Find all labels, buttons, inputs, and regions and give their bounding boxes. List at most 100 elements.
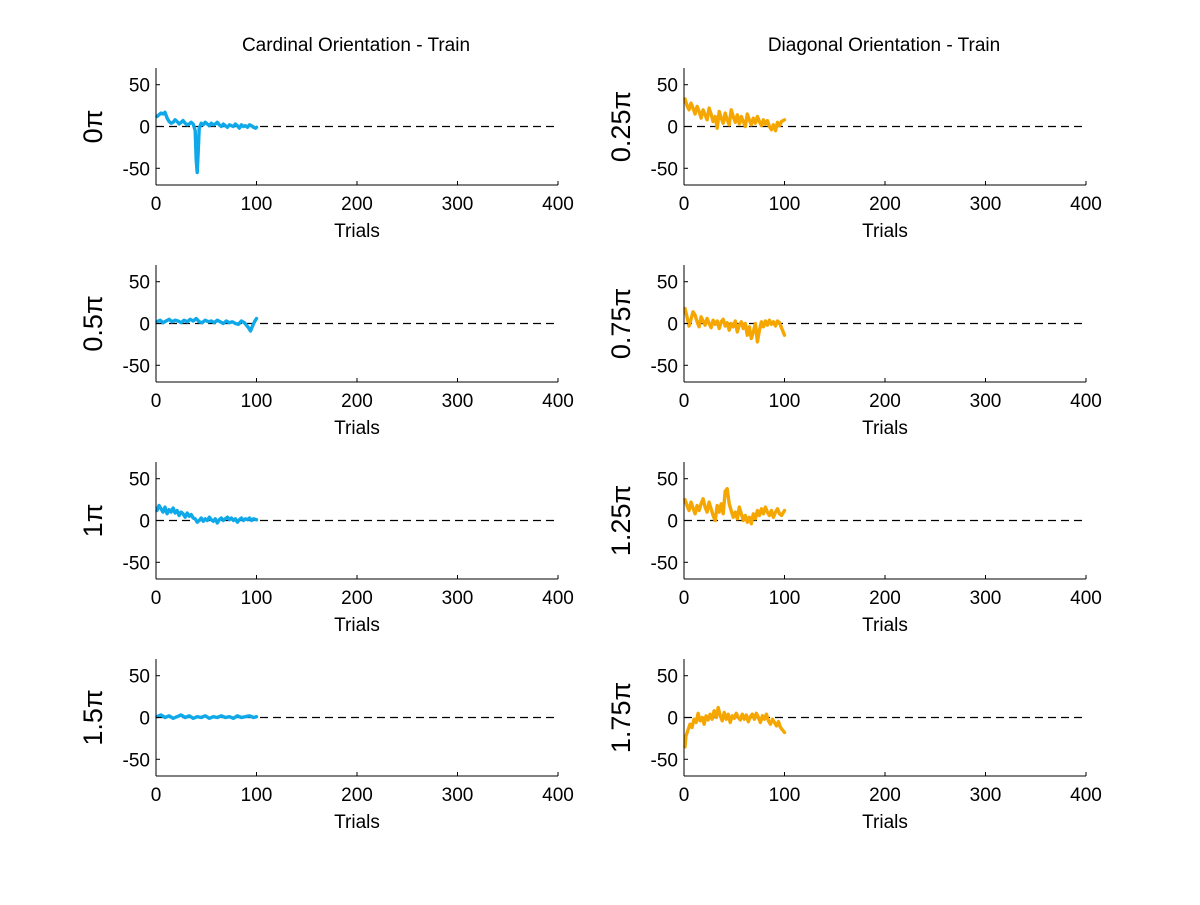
- x-tick-label: 100: [241, 391, 273, 412]
- series-line: [683, 97, 787, 133]
- y-tick-label: -50: [123, 553, 150, 574]
- y-tick-label: 50: [129, 470, 150, 491]
- x-tick-label: 0: [151, 785, 162, 806]
- y-axis-label: 0.25π: [606, 91, 636, 162]
- series-line: [155, 316, 259, 333]
- series-line: [155, 503, 259, 525]
- y-axis-label: 1.25π: [606, 485, 636, 556]
- x-tick-label: 200: [869, 588, 901, 609]
- x-tick-label: 0: [151, 588, 162, 609]
- x-tick-label: 100: [241, 194, 273, 215]
- x-tick-label: 400: [542, 588, 574, 609]
- x-axis-label: Trials: [334, 221, 380, 242]
- x-tick-label: 300: [442, 391, 474, 412]
- y-tick-label: 0: [667, 118, 678, 139]
- x-tick-label: 0: [679, 588, 690, 609]
- y-tick-label: 50: [129, 273, 150, 294]
- x-tick-label: 100: [241, 588, 273, 609]
- x-axis-label: Trials: [862, 418, 908, 439]
- x-tick-label: 0: [151, 391, 162, 412]
- x-tick-label: 400: [1070, 588, 1102, 609]
- x-tick-label: 300: [970, 785, 1002, 806]
- y-tick-label: 0: [139, 118, 150, 139]
- x-tick-label: 400: [1070, 194, 1102, 215]
- series-line: [683, 306, 787, 344]
- y-tick-label: 0: [667, 315, 678, 336]
- y-tick-label: -50: [651, 553, 678, 574]
- y-axis-label: 0.5π: [78, 295, 108, 351]
- column-title-diagonal: Diagonal Orientation - Train: [768, 35, 1000, 56]
- x-tick-label: 400: [542, 194, 574, 215]
- y-tick-label: -50: [651, 159, 678, 180]
- x-tick-label: 400: [542, 391, 574, 412]
- y-axis-label: 1.75π: [606, 682, 636, 753]
- y-axis-label: 0π: [78, 110, 108, 144]
- x-tick-label: 200: [869, 391, 901, 412]
- x-tick-label: 300: [970, 194, 1002, 215]
- series-line: [155, 110, 259, 175]
- x-tick-label: 200: [341, 588, 373, 609]
- x-axis-label: Trials: [334, 812, 380, 833]
- x-tick-label: 200: [341, 194, 373, 215]
- y-tick-label: -50: [651, 750, 678, 771]
- x-tick-label: 100: [241, 785, 273, 806]
- series-line: [683, 487, 787, 526]
- x-tick-label: 0: [679, 194, 690, 215]
- y-axis-label: 1.5π: [78, 689, 108, 745]
- x-tick-label: 300: [970, 588, 1002, 609]
- series-line: [155, 713, 259, 720]
- x-tick-label: 100: [769, 391, 801, 412]
- x-tick-label: 200: [341, 785, 373, 806]
- x-tick-label: 0: [151, 194, 162, 215]
- x-tick-label: 300: [970, 391, 1002, 412]
- x-axis-label: Trials: [862, 221, 908, 242]
- x-tick-label: 300: [442, 194, 474, 215]
- column-title-cardinal: Cardinal Orientation - Train: [242, 35, 470, 56]
- x-axis-label: Trials: [862, 615, 908, 636]
- y-tick-label: 50: [657, 667, 678, 688]
- y-tick-label: 0: [139, 709, 150, 730]
- x-tick-label: 100: [769, 785, 801, 806]
- y-axis-label: 1π: [78, 504, 108, 538]
- x-tick-label: 200: [869, 194, 901, 215]
- y-axis-label: 0.75π: [606, 288, 636, 359]
- x-tick-label: 100: [769, 194, 801, 215]
- y-tick-label: 50: [657, 470, 678, 491]
- y-tick-label: 50: [657, 273, 678, 294]
- x-tick-label: 400: [542, 785, 574, 806]
- x-tick-label: 200: [869, 785, 901, 806]
- x-axis-label: Trials: [862, 812, 908, 833]
- x-tick-label: 0: [679, 785, 690, 806]
- y-tick-label: 0: [139, 315, 150, 336]
- x-tick-label: 300: [442, 785, 474, 806]
- y-tick-label: 0: [667, 709, 678, 730]
- x-tick-label: 300: [442, 588, 474, 609]
- y-tick-label: 50: [129, 667, 150, 688]
- x-tick-label: 100: [769, 588, 801, 609]
- y-tick-label: 0: [139, 512, 150, 533]
- x-tick-label: 400: [1070, 391, 1102, 412]
- y-tick-label: 50: [657, 76, 678, 97]
- y-tick-label: 50: [129, 76, 150, 97]
- x-axis-label: Trials: [334, 615, 380, 636]
- series-line: [683, 705, 787, 749]
- y-tick-label: -50: [123, 750, 150, 771]
- y-tick-label: -50: [651, 356, 678, 377]
- y-tick-label: -50: [123, 159, 150, 180]
- x-tick-label: 400: [1070, 785, 1102, 806]
- x-tick-label: 0: [679, 391, 690, 412]
- y-tick-label: 0: [667, 512, 678, 533]
- y-tick-label: -50: [123, 356, 150, 377]
- x-tick-label: 200: [341, 391, 373, 412]
